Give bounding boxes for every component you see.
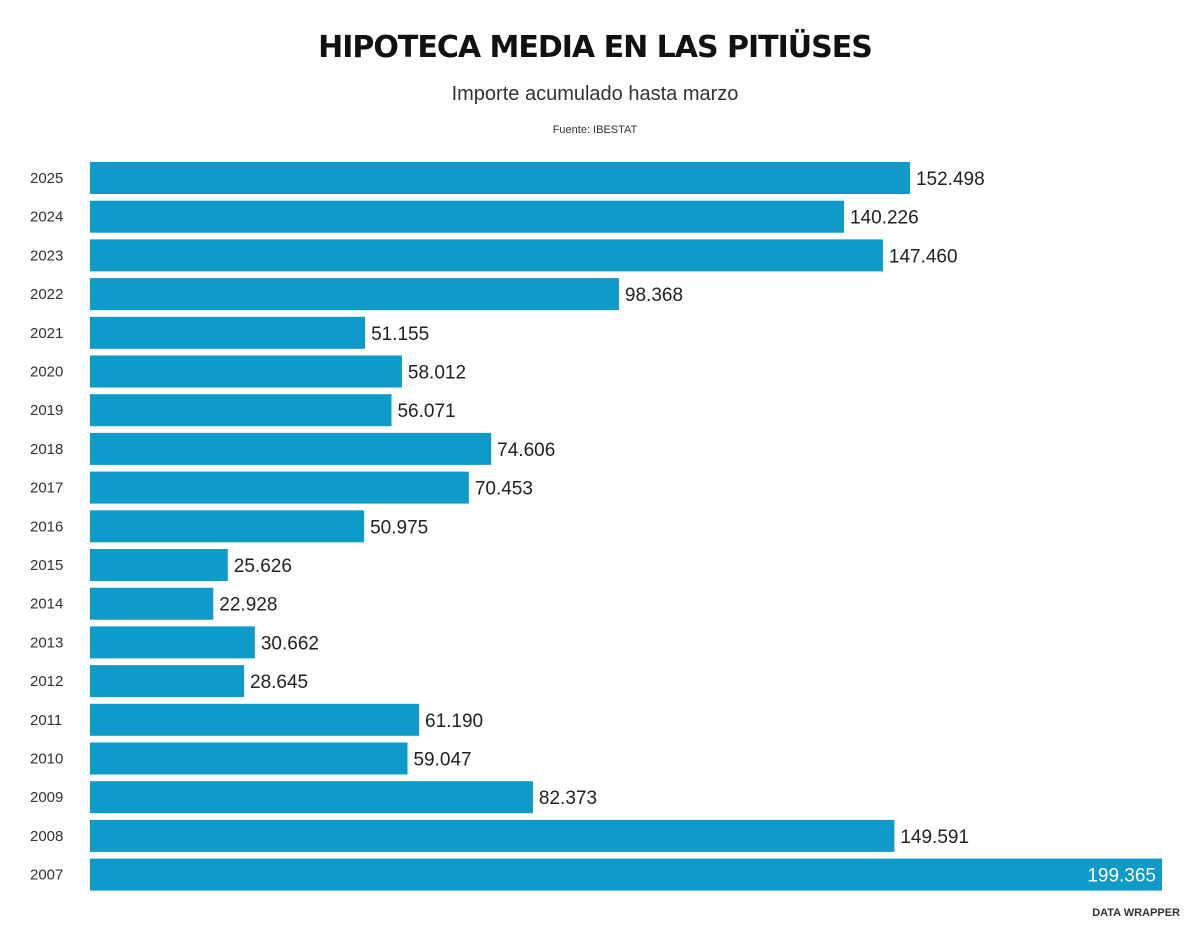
bar [90,432,492,465]
chart-title: HIPOTECA MEDIA EN LAS PITIÜSES [318,30,873,65]
chart-source: Fuente: IBESTAT [552,124,638,136]
category-label: 2014 [30,596,63,613]
category-label: 2015 [30,557,63,574]
category-label: 2018 [30,441,63,458]
category-label: 2011 [30,712,62,729]
value-label: 82.373 [539,788,597,809]
category-label: 2007 [30,867,63,884]
value-label: 59.047 [413,750,471,771]
value-label: 74.606 [497,440,555,461]
category-label: 2017 [30,480,63,497]
category-label: 2013 [30,634,63,651]
value-label: 56.071 [397,401,455,422]
bar [90,703,420,736]
bar [90,626,255,659]
bar [90,471,469,504]
category-label: 2021 [30,325,63,342]
category-label: 2023 [30,247,63,264]
category-label: 2022 [30,286,63,303]
bar [90,665,245,698]
value-label: 70.453 [475,479,533,500]
bar [90,355,402,388]
bar [90,781,533,814]
value-label: 51.155 [371,324,429,345]
category-label: 2012 [30,673,63,690]
value-label: 199.365 [1087,866,1156,887]
value-label: 22.928 [219,595,277,616]
category-label: 2010 [30,751,63,768]
bar [90,858,1162,891]
value-label: 25.626 [234,556,292,577]
value-label: 98.368 [625,285,683,306]
bar [90,162,910,194]
value-label: 149.591 [900,827,969,848]
category-label: 2020 [30,364,63,381]
value-label: 140.226 [850,208,919,229]
bar [90,239,883,272]
value-label: 152.498 [916,169,985,190]
value-label: 58.012 [408,363,466,384]
bar [90,587,214,620]
bar [90,200,845,233]
category-label: 2025 [30,170,63,187]
datawrapper-credit: DATA WRAPPER [1092,907,1180,919]
bar [90,819,895,852]
category-label: 2008 [30,828,63,845]
category-label: 2016 [30,518,63,535]
bar [90,316,366,349]
value-label: 28.645 [250,672,308,693]
bar [90,742,408,775]
category-label: 2009 [30,789,63,806]
value-label: 50.975 [370,517,428,538]
bar [90,549,228,581]
bar [90,510,365,543]
bar [90,394,392,427]
category-label: 2024 [30,209,63,226]
bar [90,278,619,311]
chart-subtitle: Importe acumulado hasta marzo [451,83,739,105]
value-label: 61.190 [425,711,483,732]
value-label: 30.662 [261,633,319,654]
category-label: 2019 [30,402,63,419]
value-label: 147.460 [889,246,958,267]
